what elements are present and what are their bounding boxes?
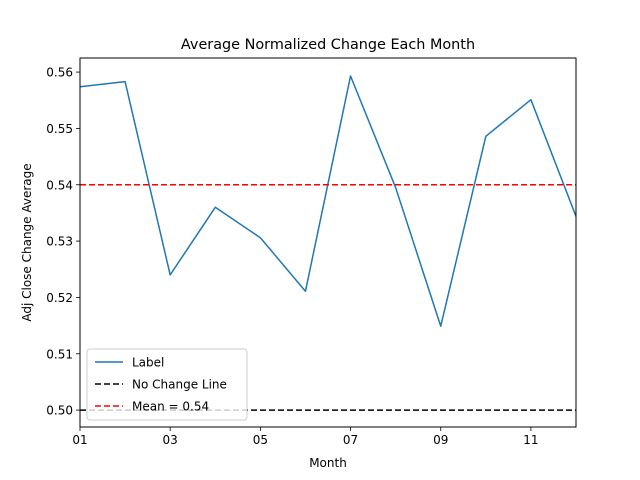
y-tick-label: 0.51 [46, 347, 73, 361]
chart-title: Average Normalized Change Each Month [181, 37, 475, 53]
legend-label-no-change-line: No Change Line [132, 378, 227, 392]
x-tick-label: 09 [433, 433, 448, 447]
series-line-label [80, 75, 576, 327]
legend-label-mean-0-54: Mean = 0.54 [132, 400, 209, 414]
x-tick-label: 01 [72, 433, 87, 447]
y-tick-label: 0.54 [46, 178, 73, 192]
x-tick-label: 07 [343, 433, 358, 447]
x-tick-label: 11 [523, 433, 538, 447]
axes-frame [79, 57, 577, 428]
legend-label-label: Label [132, 356, 164, 370]
legend: Label No Change Line Mean = 0.54 [86, 348, 248, 421]
x-tick-label: 05 [253, 433, 268, 447]
x-axis-title: Month [309, 456, 347, 470]
axis-ticks: 01 03 05 07 09 11 0.50 0.51 0.52 0.53 0.54 0.55 0.56 [46, 66, 538, 447]
x-tick-label: 03 [163, 433, 178, 447]
y-tick-label: 0.52 [46, 291, 73, 305]
y-tick-label: 0.50 [46, 404, 73, 418]
y-tick-label: 0.53 [46, 235, 73, 249]
y-tick-label: 0.56 [46, 66, 73, 80]
legend-box [86, 348, 248, 421]
y-axis-title: Adj Close Change Average [20, 163, 34, 321]
y-tick-label: 0.55 [46, 122, 73, 136]
